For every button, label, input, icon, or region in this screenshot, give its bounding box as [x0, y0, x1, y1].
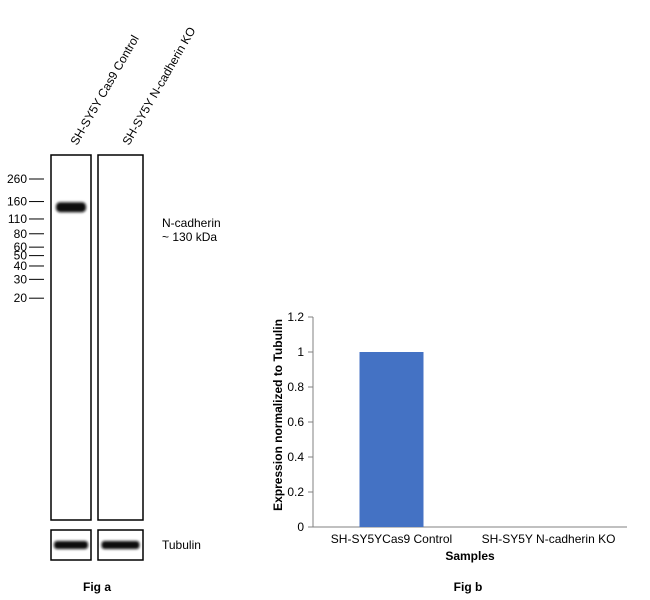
marker-label: 160: [7, 195, 27, 209]
band-label-size: ~ 130 kDa: [162, 230, 217, 244]
tubulin-band: [54, 541, 88, 549]
marker-label: 80: [14, 227, 28, 241]
y-tick-label: 0.2: [287, 485, 304, 499]
target-band: [56, 202, 86, 213]
bar-chart-panel: 00.20.40.60.811.2 SH-SY5YCas9 Control SH-…: [271, 310, 627, 594]
y-tick-label: 1.2: [287, 310, 304, 324]
y-tick-label: 0.8: [287, 380, 304, 394]
tubulin-bands: [54, 541, 140, 549]
bar: [359, 352, 424, 527]
y-axis-ticks: 0 0.2 0.4 0.6 0.8 1 1.2: [287, 310, 313, 534]
target-bands: [56, 202, 86, 213]
caption-fig-a: Fig a: [83, 580, 111, 594]
x-category-label: SH-SY5Y N-cadherin KO: [482, 532, 616, 546]
blot-lane-control: [50, 154, 92, 521]
x-category-label: SH-SY5YCas9 Control: [331, 532, 452, 546]
x-axis-categories: SH-SY5YCas9 Control SH-SY5Y N-cadherin KO: [331, 532, 616, 546]
western-blot-panel: SH-SY5Y Cas9 Control SH-SY5Y N-cadherin …: [7, 25, 221, 594]
y-tick-label: 0.4: [287, 450, 304, 464]
marker-label: 30: [14, 272, 28, 286]
bars: [359, 352, 424, 527]
blot-lane-knockout: [97, 154, 144, 521]
y-axis-title: Expression normalized to Tubulin: [271, 319, 285, 511]
marker-label: 110: [8, 212, 27, 226]
loading-control-label: Tubulin: [162, 538, 201, 552]
marker-label: 40: [14, 259, 28, 273]
y-tick-label: 0.6: [287, 415, 304, 429]
x-axis-title: Samples: [445, 549, 495, 563]
marker-label: 60: [14, 240, 28, 254]
marker-label: 260: [7, 172, 27, 186]
y-tick-label: 0: [297, 520, 304, 534]
y-tick-label: 1: [297, 345, 304, 359]
tubulin-band: [101, 541, 140, 549]
band-label-name: N-cadherin: [162, 216, 221, 230]
caption-fig-b: Fig b: [454, 580, 483, 594]
marker-label: 50: [14, 249, 28, 263]
marker-label: 20: [14, 291, 28, 305]
